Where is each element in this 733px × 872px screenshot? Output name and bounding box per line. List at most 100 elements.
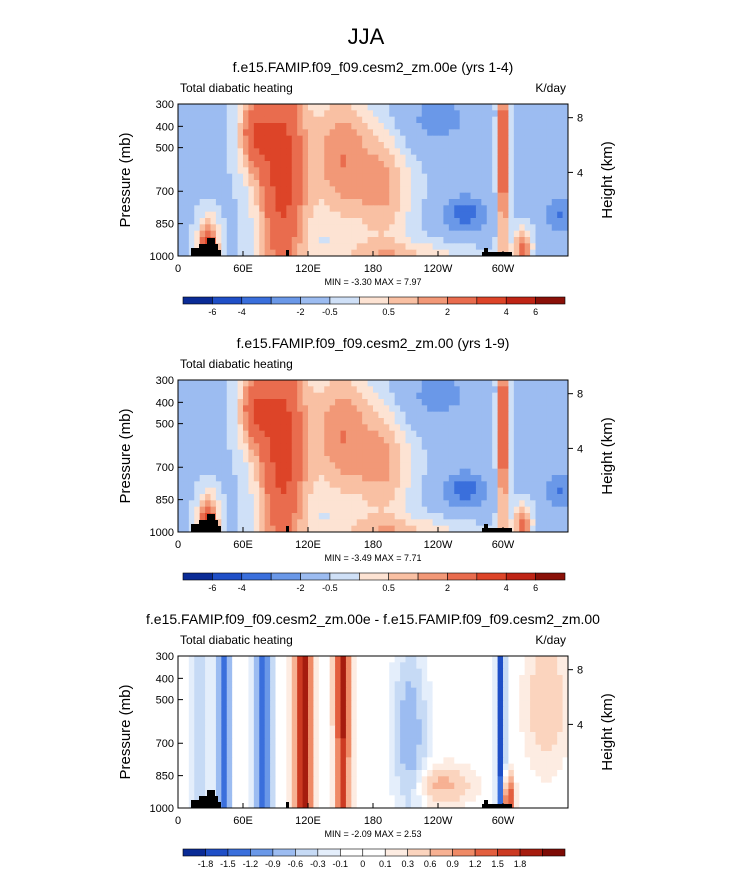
heatmap-cell [524, 513, 531, 520]
heatmap-cell [308, 513, 314, 520]
heatmap-cell [546, 161, 553, 168]
land-block [218, 250, 221, 256]
heatmap-cell [405, 110, 412, 118]
heatmap-cell [432, 392, 439, 400]
heatmap-cell [237, 380, 244, 387]
heatmap-cell [465, 751, 471, 758]
heatmap-cell [345, 776, 352, 784]
heatmap-cell [275, 161, 282, 168]
heatmap-cell [410, 424, 417, 432]
heatmap-cell [443, 662, 450, 670]
heatmap-cell [427, 494, 433, 501]
heatmap-cell [270, 437, 276, 444]
heatmap-cell [448, 142, 455, 149]
heatmap-cell [183, 687, 190, 695]
heatmap-cell [378, 751, 385, 758]
heatmap-cell [486, 481, 493, 489]
heatmap-cell [335, 161, 341, 168]
heatmap-cell [383, 713, 390, 720]
heatmap-cell [448, 462, 455, 470]
heatmap-cell [275, 468, 282, 476]
heatmap-cell [530, 173, 536, 181]
heatmap-cell [248, 744, 255, 752]
heatmap-cell [535, 430, 542, 438]
heatmap-cell [351, 687, 358, 695]
heatmap-cell [432, 380, 439, 387]
heatmap-cell [205, 110, 211, 118]
heatmap-cell [448, 135, 455, 143]
heatmap-cell [405, 462, 412, 470]
heatmap-cell [400, 751, 406, 758]
heatmap-cell [199, 224, 206, 232]
heatmap-cell [351, 116, 358, 124]
heatmap-cell [438, 405, 444, 413]
heatmap-cell [259, 148, 266, 156]
heatmap-cell [405, 456, 412, 463]
heatmap-cell [492, 719, 498, 727]
heatmap-cell [448, 218, 455, 225]
heatmap-cell [183, 129, 190, 137]
heatmap-cell [221, 437, 228, 444]
heatmap-cell [378, 180, 385, 187]
heatmap-cell [194, 662, 201, 670]
heatmap-cell [248, 205, 255, 213]
heatmap-cell [329, 142, 336, 149]
heatmap-cell [410, 186, 417, 194]
heatmap-cell [481, 443, 488, 451]
heatmap-cell [383, 135, 390, 143]
heatmap-cell [308, 500, 314, 508]
heatmap-cell [178, 519, 184, 527]
heatmap-cell [199, 418, 206, 425]
heatmap-cell [302, 725, 309, 733]
heatmap-cell [410, 148, 417, 156]
heatmap-cell [535, 148, 542, 156]
heatmap-cell [551, 675, 558, 682]
heatmap-cell [481, 681, 488, 689]
heatmap-cell [253, 380, 260, 387]
heatmap-cell [475, 173, 482, 181]
heatmap-cell [297, 129, 303, 137]
heatmap-cell [367, 186, 374, 194]
heatmap-cell [389, 411, 396, 419]
heatmap-cell [432, 399, 439, 406]
heatmap-cell [427, 167, 433, 175]
heatmap-cell [378, 662, 385, 670]
panels: f.e15.FAMIP.f09_f09.cesm2_zm.00e (yrs 1-… [117, 59, 616, 869]
heatmap-cell [318, 211, 325, 219]
heatmap-cell [448, 763, 455, 771]
heatmap-cell [562, 218, 569, 225]
heatmap-cell [324, 732, 331, 739]
heatmap-cell [405, 411, 412, 419]
heatmap-cell [183, 506, 190, 514]
heatmap-cell [243, 776, 249, 784]
heatmap-cell [188, 481, 195, 489]
heatmap-cell [373, 481, 379, 489]
heatmap-cell [562, 418, 569, 425]
heatmap-cell [351, 462, 358, 470]
heatmap-cell [535, 519, 542, 527]
heatmap-cell [535, 199, 542, 206]
heatmap-cell [530, 513, 536, 520]
heatmap-cell [524, 675, 531, 682]
heatmap-cell [427, 186, 433, 194]
heatmap-cell [226, 123, 233, 130]
heatmap-cell [324, 167, 331, 175]
heatmap-cell [199, 776, 206, 784]
heatmap-cell [530, 437, 536, 444]
heatmap-cell [524, 142, 531, 149]
heatmap-cell [345, 713, 352, 720]
heatmap-cell [232, 681, 238, 689]
heatmap-cell [443, 506, 450, 514]
heatmap-cell [443, 656, 450, 663]
heatmap-cell [210, 211, 217, 219]
heatmap-cell [270, 494, 276, 501]
heatmap-cell [183, 706, 190, 714]
heatmap-cell [308, 186, 314, 194]
heatmap-cell [340, 763, 347, 771]
heatmap-cell [313, 418, 320, 425]
heatmap-cell [524, 481, 531, 489]
heatmap-cell [416, 506, 423, 514]
heatmap-cell [367, 751, 374, 758]
heatmap-cell [302, 199, 309, 206]
heatmap-cell [324, 738, 331, 746]
